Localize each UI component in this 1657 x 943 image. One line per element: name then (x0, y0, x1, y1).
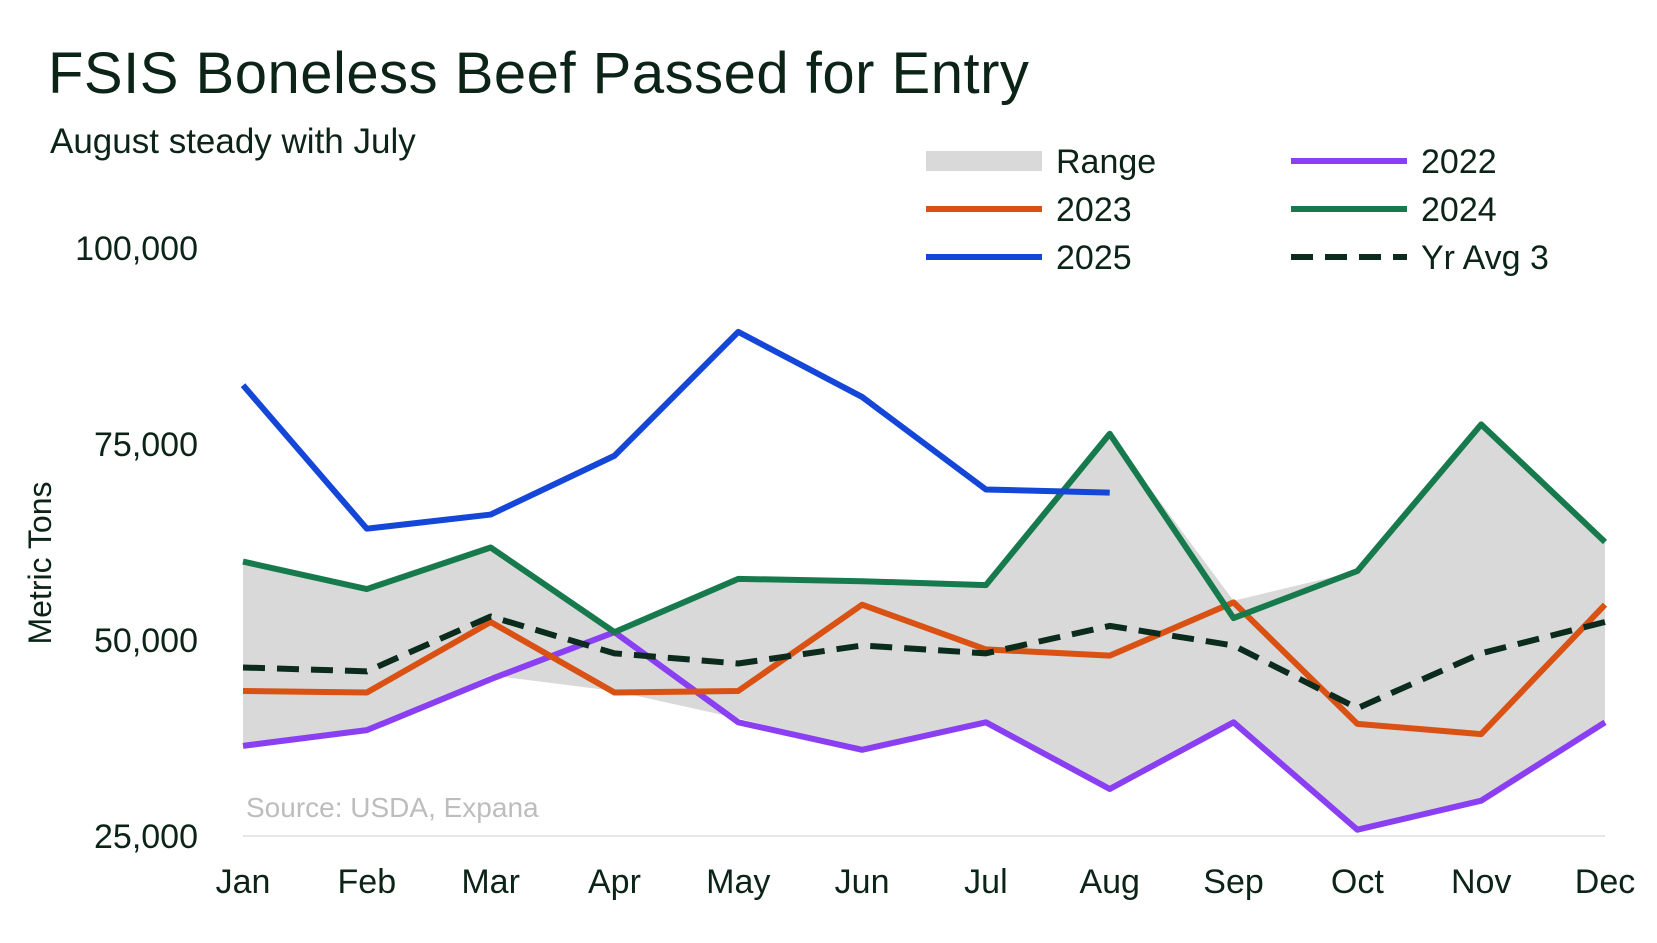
chart-subtitle: August steady with July (50, 122, 416, 161)
legend-label-2023: 2023 (1056, 191, 1132, 229)
x-tick-label: Aug (1079, 863, 1140, 901)
y-tick-label: 50,000 (94, 622, 198, 660)
legend: Range 2022 2023 2024 2025 Yr Avg 3 (926, 143, 1549, 277)
y-axis-label: Metric Tons (22, 481, 58, 644)
series-layer (240, 328, 1608, 833)
y-axis-ticks: 25,000 50,000 75,000 100,000 (75, 230, 198, 856)
x-tick-label: Jun (835, 863, 890, 901)
x-tick-label: Jan (216, 863, 271, 901)
chart-title: FSIS Boneless Beef Passed for Entry (48, 41, 1030, 106)
series-line-2025 (240, 328, 1110, 532)
x-tick-label: Mar (461, 863, 520, 901)
x-tick-label: Nov (1451, 863, 1511, 901)
series-line-2024 (242, 421, 1608, 636)
legend-label-2024: 2024 (1421, 191, 1497, 229)
x-tick-label: Oct (1331, 863, 1384, 901)
series-line-yr-avg-3 (242, 613, 1606, 712)
legend-label-range: Range (1056, 143, 1156, 181)
series-line-2022 (242, 629, 1607, 833)
source-note: Source: USDA, Expana (246, 792, 539, 823)
y-tick-label: 25,000 (94, 818, 198, 856)
x-tick-label: Dec (1575, 863, 1635, 901)
y-tick-label: 100,000 (75, 230, 198, 268)
y-tick-label: 75,000 (94, 426, 198, 464)
x-tick-label: Jul (964, 863, 1007, 901)
legend-label-2025: 2025 (1056, 239, 1132, 277)
series-line-2023 (242, 599, 1608, 738)
legend-swatch-range (926, 151, 1042, 171)
legend-label-yr-avg-3: Yr Avg 3 (1421, 239, 1549, 277)
x-tick-label: Apr (588, 863, 641, 901)
legend-label-2022: 2022 (1421, 143, 1497, 181)
x-tick-label: Feb (338, 863, 397, 901)
x-tick-label: Sep (1203, 863, 1264, 901)
x-axis-ticks: Jan Feb Mar Apr May Jun Jul Aug Sep Oct Nov Dec (216, 863, 1636, 901)
x-tick-label: May (706, 863, 770, 901)
